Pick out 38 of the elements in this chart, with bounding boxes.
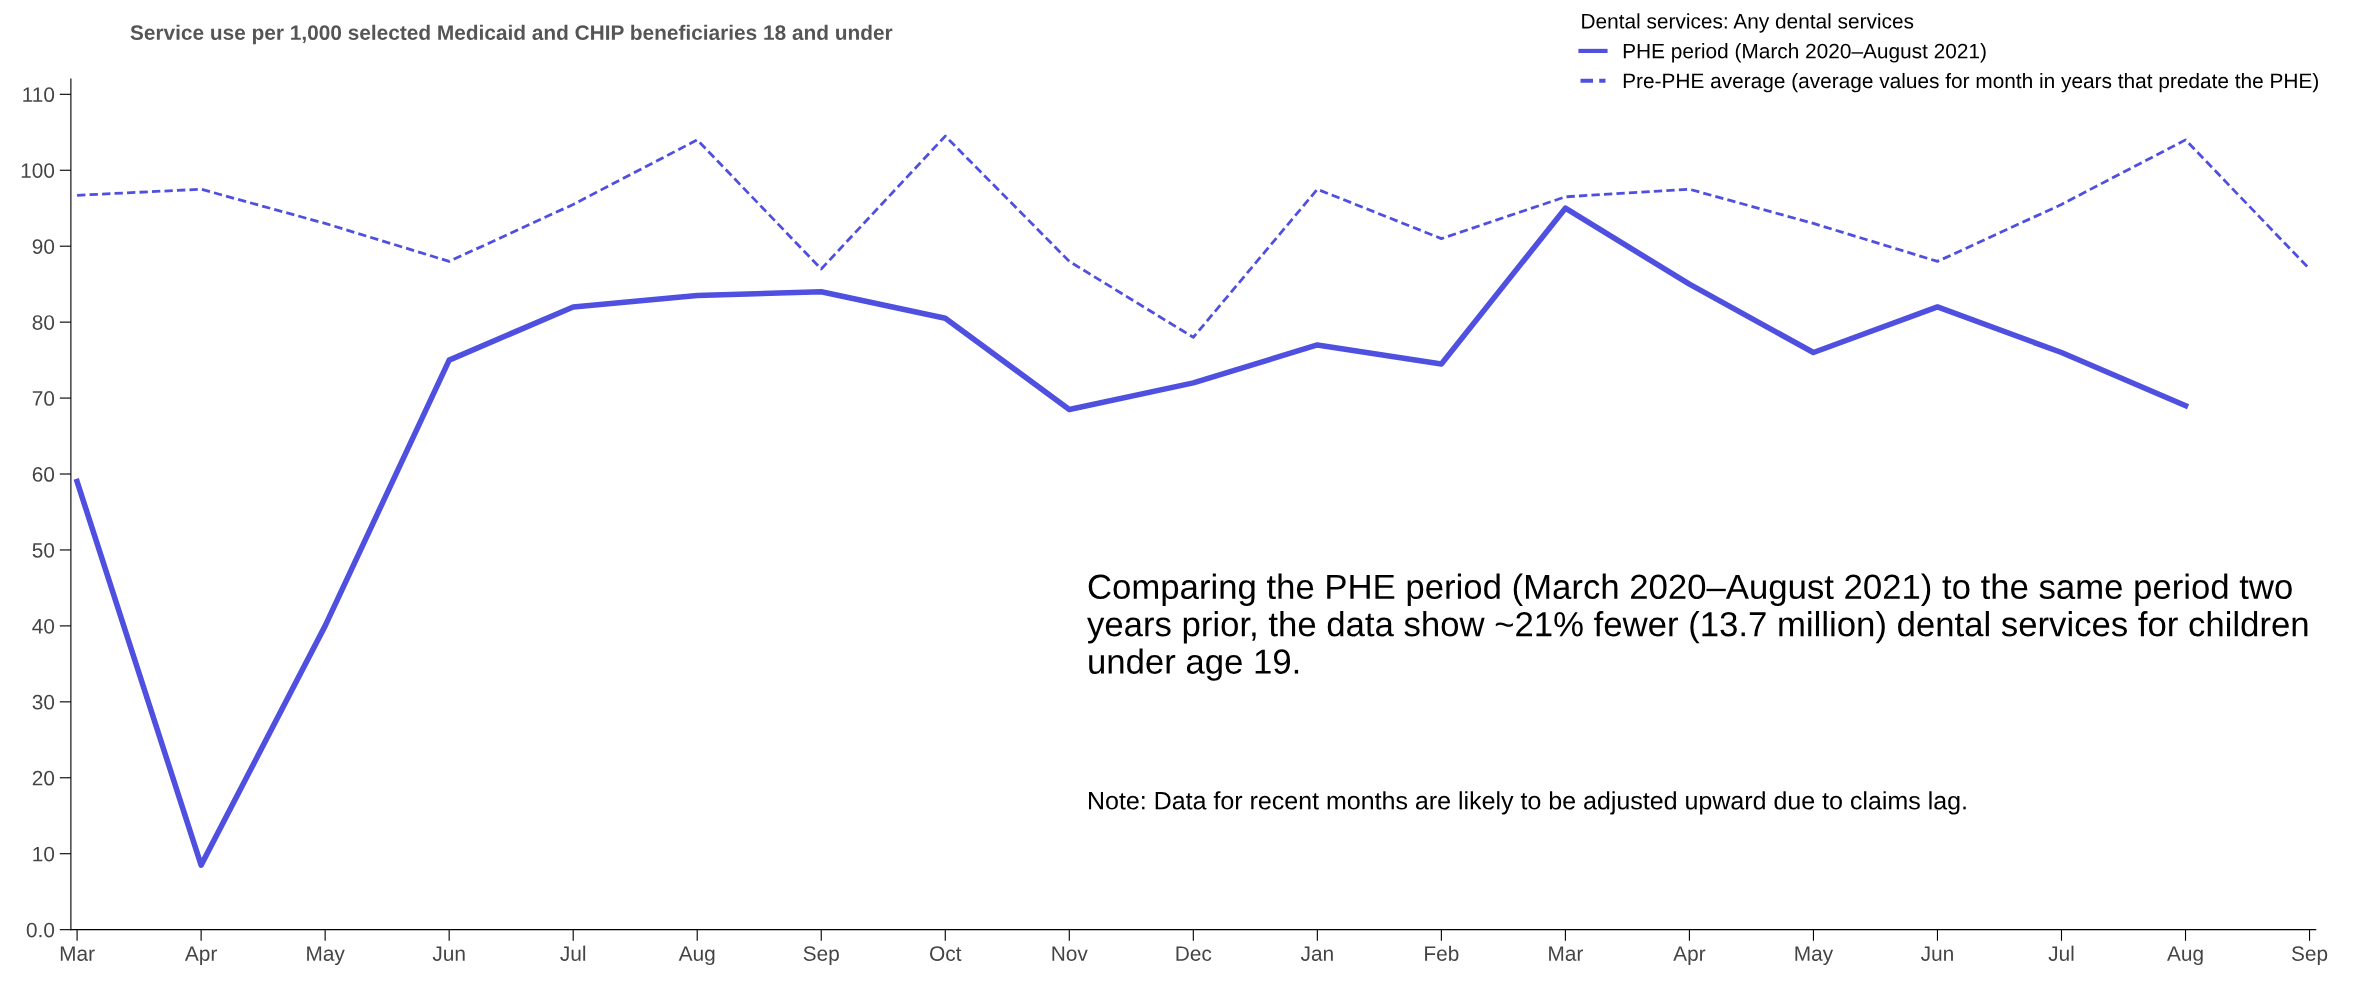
x-tick-label: Jul (560, 945, 586, 961)
x-tick-label: Sep (803, 946, 839, 966)
x-tick-label: Feb (1425, 945, 1459, 961)
x-tick-label: Dec (1176, 946, 1212, 961)
y-tick-label: 50 (32, 542, 55, 558)
legend-label: PHE period (March 2020–August 2021) (1623, 43, 1986, 63)
y-tick-label: 90 (32, 239, 55, 254)
x-tick-label: Mar (1549, 946, 1583, 961)
annotation: Comparing the PHE period (March 2020–August 2021) to the same period two years prior, the data show ~21% fewer (13.7 million) dental services for children under age 19. (1087, 573, 2308, 681)
y-tick-label: 20 (32, 770, 55, 786)
y-tick-label: 0.0 (26, 922, 55, 938)
x-tick-label: Mar (60, 946, 95, 961)
legend-title: Dental services: Any dental services (1582, 13, 1914, 33)
x-tick-label: Jun (1921, 946, 1953, 961)
y-tick-label: 40 (32, 618, 55, 634)
x-tick-label: Jun (432, 946, 465, 961)
x-tick-label: May (1795, 946, 1834, 966)
y-tick-label: 10 (33, 846, 55, 862)
x-tick-label: Aug (2167, 946, 2203, 966)
x-tick-label: Jul (2048, 945, 2074, 961)
y-tick-label: 100 (21, 163, 55, 178)
x-tick-label: Aug (678, 946, 715, 966)
annotation: Note: Data for recent months are likely to be adjusted upward due to claims lag. (1089, 791, 1966, 815)
x-tick-label: Jan (1300, 946, 1333, 961)
y-tick-label: 80 (32, 315, 55, 330)
y-tick-label: 110 (23, 87, 55, 103)
y-tick-label: 60 (32, 467, 55, 482)
x-tick-label: Nov (1052, 946, 1088, 961)
line-series (75, 134, 2311, 339)
chart-title: Service use per 1,000 selected Medicaid and CHIP beneficiaries 18 and under (130, 24, 893, 45)
x-tick-label: Apr (1673, 946, 1706, 966)
x-tick-label: May (307, 946, 345, 966)
x-tick-label: Sep (2291, 946, 2328, 966)
y-tick-label: 30 (32, 694, 55, 710)
legend-label: Pre-PHE average (average values for month in years that predate the PHE) (1623, 72, 2318, 93)
x-tick-label: Apr (184, 946, 217, 966)
y-tick-label: 70 (32, 391, 55, 406)
x-tick-label: Oct (930, 946, 962, 961)
